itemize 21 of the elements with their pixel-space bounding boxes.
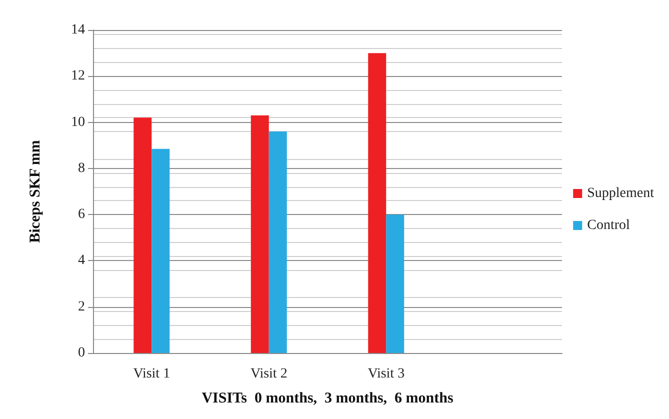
- x-tick-label: Visit 1: [133, 366, 170, 382]
- y-tick-label: 12: [71, 68, 85, 84]
- x-axis-title: VISITs 0 months, 3 months, 6 months: [202, 390, 454, 406]
- y-tick-label: 10: [71, 114, 85, 130]
- y-tick-label: 14: [71, 22, 85, 38]
- bar: [368, 53, 386, 353]
- y-tick-label: 0: [78, 346, 85, 360]
- y-axis-title: Biceps SKF mm: [28, 140, 44, 243]
- y-tick-label: 6: [78, 207, 85, 222]
- bar: [152, 148, 170, 353]
- bar: [250, 115, 269, 353]
- bar: [386, 214, 404, 353]
- bar: [134, 118, 152, 353]
- legend-label: Supplement: [587, 186, 654, 201]
- y-tick-label: 4: [78, 253, 85, 268]
- legend-label: Control: [587, 218, 630, 233]
- x-tick-label: Visit 2: [250, 366, 288, 382]
- x-tick-label: Visit 3: [368, 366, 405, 382]
- bar: [268, 132, 287, 353]
- y-tick-label: 2: [78, 299, 85, 314]
- y-tick-label: 8: [78, 160, 85, 176]
